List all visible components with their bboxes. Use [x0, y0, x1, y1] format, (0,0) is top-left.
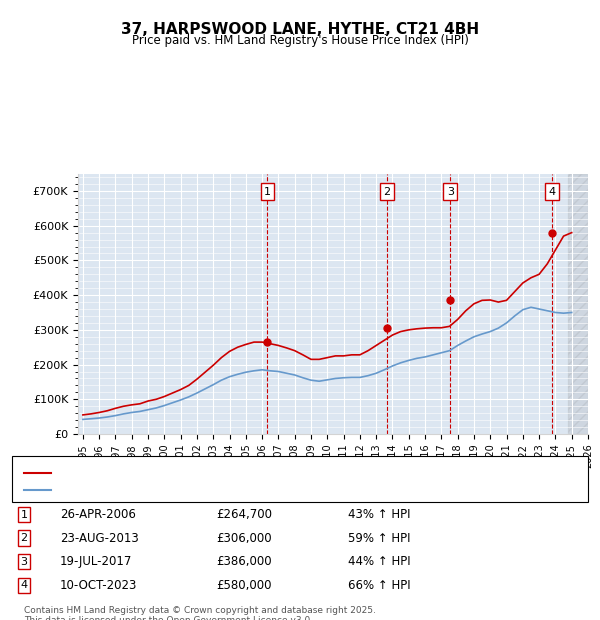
- Text: 66% ↑ HPI: 66% ↑ HPI: [348, 579, 410, 591]
- Text: 2: 2: [383, 187, 390, 197]
- Text: Price paid vs. HM Land Registry's House Price Index (HPI): Price paid vs. HM Land Registry's House …: [131, 34, 469, 47]
- Text: 1: 1: [20, 510, 28, 520]
- Text: 10-OCT-2023: 10-OCT-2023: [60, 579, 137, 591]
- Text: 3: 3: [447, 187, 454, 197]
- Text: 19-JUL-2017: 19-JUL-2017: [60, 556, 133, 568]
- Text: 43% ↑ HPI: 43% ↑ HPI: [348, 508, 410, 521]
- Text: £306,000: £306,000: [216, 532, 272, 544]
- Text: 1: 1: [264, 187, 271, 197]
- Text: 26-APR-2006: 26-APR-2006: [60, 508, 136, 521]
- Text: 37, HARPSWOOD LANE, HYTHE, CT21 4BH (semi-detached house): 37, HARPSWOOD LANE, HYTHE, CT21 4BH (sem…: [54, 468, 397, 478]
- Text: £264,700: £264,700: [216, 508, 272, 521]
- Text: £580,000: £580,000: [216, 579, 271, 591]
- Text: 59% ↑ HPI: 59% ↑ HPI: [348, 532, 410, 544]
- Text: 44% ↑ HPI: 44% ↑ HPI: [348, 556, 410, 568]
- Text: HPI: Average price, semi-detached house, Folkestone and Hythe: HPI: Average price, semi-detached house,…: [54, 485, 389, 495]
- Text: 4: 4: [20, 580, 28, 590]
- Text: 37, HARPSWOOD LANE, HYTHE, CT21 4BH: 37, HARPSWOOD LANE, HYTHE, CT21 4BH: [121, 22, 479, 37]
- Text: 23-AUG-2013: 23-AUG-2013: [60, 532, 139, 544]
- Text: Contains HM Land Registry data © Crown copyright and database right 2025.
This d: Contains HM Land Registry data © Crown c…: [24, 606, 376, 620]
- Text: 2: 2: [20, 533, 28, 543]
- Text: 3: 3: [20, 557, 28, 567]
- Text: 4: 4: [548, 187, 556, 197]
- Text: £386,000: £386,000: [216, 556, 272, 568]
- Bar: [568, 174, 588, 434]
